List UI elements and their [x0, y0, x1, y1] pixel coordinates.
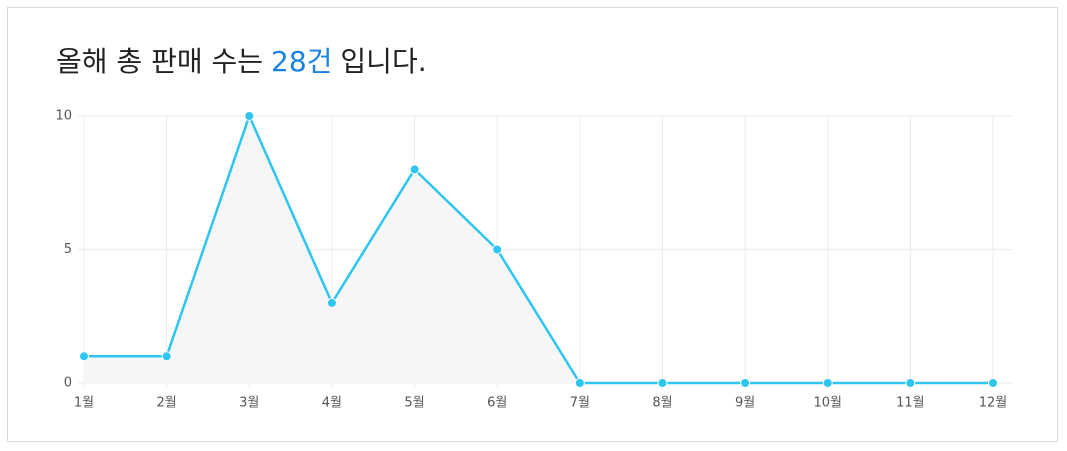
area — [84, 116, 993, 383]
title-suffix: 입니다. — [340, 45, 427, 78]
point — [161, 351, 172, 362]
point — [740, 378, 751, 388]
point — [79, 351, 89, 362]
x-tick-label: 7월 — [570, 396, 590, 411]
title-highlight: 28건 — [271, 45, 333, 78]
point — [905, 378, 916, 388]
y-tick-label: 5 — [64, 242, 72, 257]
title-prefix: 올해 총 판매 수는 — [56, 45, 264, 78]
x-tick-label: 3월 — [239, 396, 259, 411]
x-tick-label: 4월 — [322, 396, 342, 411]
y-tick-label: 10 — [55, 109, 72, 124]
point — [822, 378, 833, 388]
point — [988, 378, 998, 388]
point — [492, 244, 503, 255]
x-tick-label: 5월 — [404, 396, 424, 411]
point — [657, 378, 668, 388]
x-tick-label: 6월 — [487, 396, 507, 411]
line — [84, 112, 993, 385]
point — [244, 111, 255, 121]
x-tick-label: 10월 — [813, 396, 842, 411]
summary-title: 올해 총 판매 수는 28건 입니다. — [56, 40, 427, 80]
x-tick-label: 9월 — [735, 396, 755, 411]
x-tick-label: 12월 — [979, 396, 1008, 411]
x-tick-label: 11월 — [896, 396, 925, 411]
point — [326, 297, 337, 308]
x-tick-label: 8월 — [652, 396, 672, 411]
x-tick-label: 2월 — [157, 396, 177, 411]
point — [574, 378, 585, 388]
y-tick-label: 0 — [64, 376, 72, 391]
point — [409, 164, 420, 175]
x-tick-label: 1월 — [74, 396, 94, 411]
